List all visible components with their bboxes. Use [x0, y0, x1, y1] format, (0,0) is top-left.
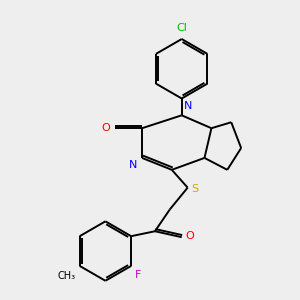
- Text: CH₃: CH₃: [58, 271, 76, 281]
- Text: O: O: [186, 231, 194, 241]
- Text: F: F: [135, 270, 142, 280]
- Text: N: N: [184, 101, 192, 111]
- Text: S: S: [192, 184, 199, 194]
- Text: O: O: [102, 123, 110, 133]
- Text: Cl: Cl: [176, 23, 187, 33]
- Text: N: N: [129, 160, 137, 170]
